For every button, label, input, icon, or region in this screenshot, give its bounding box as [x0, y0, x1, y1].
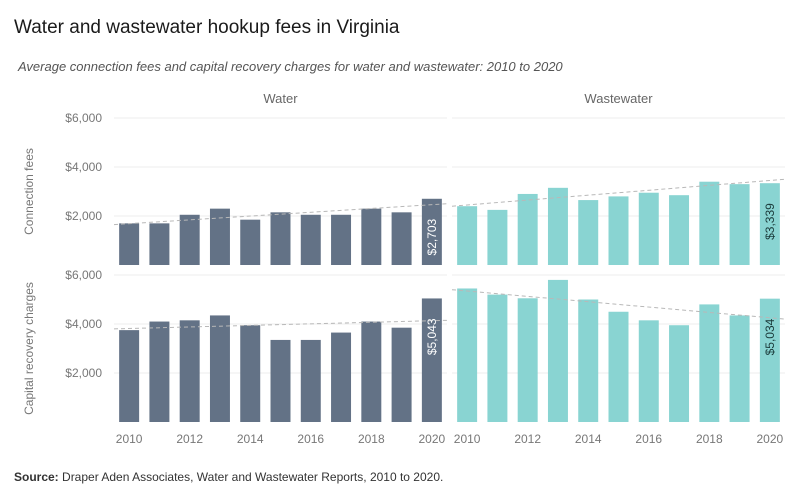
y-tick-label: $4,000	[65, 317, 102, 331]
bar	[759, 183, 780, 265]
row-header-0: Connection fees	[22, 148, 36, 235]
bar-value-label: $5,043	[425, 318, 439, 355]
x-tick-label: 2016	[297, 432, 324, 446]
x-tick-label: 2012	[176, 432, 203, 446]
x-tick-label: 2010	[454, 432, 481, 446]
bar	[487, 209, 508, 265]
y-tick-label: $2,000	[65, 209, 102, 223]
bar	[149, 223, 170, 265]
bar	[391, 327, 412, 422]
bar	[729, 315, 750, 422]
bar	[457, 206, 478, 265]
x-tick-label: 2014	[575, 432, 602, 446]
y-tick-label: $2,000	[65, 366, 102, 380]
bar-value-label: $2,703	[425, 218, 439, 255]
bar	[179, 320, 200, 422]
y-tick-label: $4,000	[65, 160, 102, 174]
bar	[517, 298, 538, 422]
bar	[699, 304, 720, 422]
bar	[578, 200, 599, 265]
bar	[669, 325, 690, 422]
bar	[149, 321, 170, 422]
bar	[699, 181, 720, 265]
x-tick-label: 2020	[419, 432, 446, 446]
bar	[331, 214, 352, 265]
x-tick-label: 2012	[514, 432, 541, 446]
bar	[421, 298, 442, 422]
bar	[240, 219, 261, 265]
bar	[119, 223, 140, 265]
bar	[547, 279, 568, 422]
x-tick-label: 2014	[237, 432, 264, 446]
source-note: Source: Draper Aden Associates, Water an…	[14, 470, 443, 484]
x-tick-label: 2018	[696, 432, 723, 446]
source-text: Draper Aden Associates, Water and Wastew…	[58, 470, 444, 484]
bar	[331, 332, 352, 422]
bar	[638, 192, 659, 265]
bar	[759, 298, 780, 422]
bar	[240, 325, 261, 422]
bar	[300, 214, 321, 265]
bar	[391, 212, 412, 265]
x-tick-label: 2010	[116, 432, 143, 446]
row-header-1: Capital recovery charges	[22, 282, 36, 415]
bar	[578, 299, 599, 422]
source-label: Source:	[14, 470, 59, 484]
y-tick-label: $6,000	[65, 111, 102, 125]
bar	[270, 339, 291, 422]
bar	[669, 195, 690, 265]
bar	[270, 212, 291, 265]
bar	[487, 294, 508, 422]
bar	[547, 187, 568, 265]
bar-value-label: $3,339	[763, 203, 777, 240]
x-tick-label: 2020	[757, 432, 784, 446]
bar	[361, 208, 382, 265]
bar	[421, 198, 442, 265]
bar	[638, 320, 659, 422]
bar	[608, 311, 629, 422]
column-header-wastewater: Wastewater	[584, 91, 653, 106]
chart-title: Water and wastewater hookup fees in Virg…	[14, 17, 400, 38]
x-tick-label: 2016	[635, 432, 662, 446]
bar	[209, 315, 230, 422]
bar	[300, 339, 321, 422]
bar	[729, 184, 750, 265]
bar	[119, 330, 140, 422]
column-header-water: Water	[263, 91, 298, 106]
y-tick-label: $6,000	[65, 268, 102, 282]
bar	[517, 193, 538, 265]
bar	[457, 288, 478, 422]
chart-subtitle: Average connection fees and capital reco…	[18, 59, 563, 74]
bar	[608, 196, 629, 265]
bar-value-label: $5,034	[763, 318, 777, 355]
bar	[361, 321, 382, 422]
bar	[179, 214, 200, 265]
x-tick-label: 2018	[358, 432, 385, 446]
bar	[209, 208, 230, 265]
